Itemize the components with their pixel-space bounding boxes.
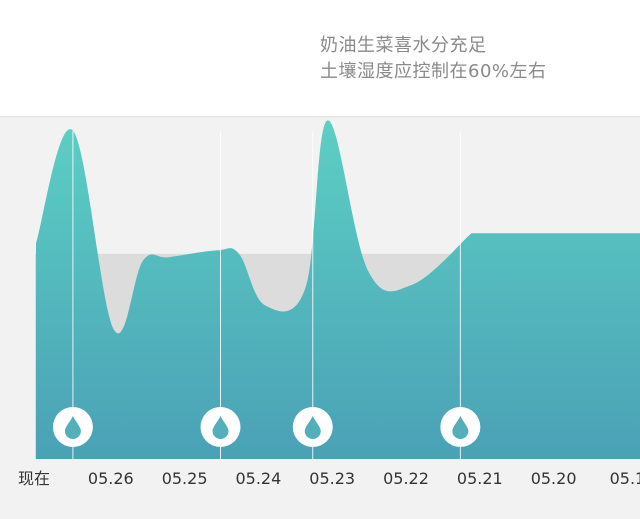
x-tick-label: 05.22 — [383, 469, 429, 488]
status-line-2: 土壤湿度应控制在60%左右 — [320, 61, 547, 82]
water-drop-icon[interactable] — [200, 407, 241, 447]
x-tick-label: 05.1 — [610, 469, 640, 488]
x-tick-label: 现在 — [18, 469, 50, 488]
x-tick-label: 05.25 — [162, 469, 208, 488]
x-tick-label: 05.24 — [235, 469, 281, 488]
water-drop-icon[interactable] — [292, 407, 333, 447]
x-tick-label: 05.21 — [457, 469, 503, 488]
water-drop-icon[interactable] — [440, 407, 481, 447]
x-tick-label: 05.26 — [88, 469, 134, 488]
status-line-1: 奶油生菜喜水分充足 — [320, 35, 487, 56]
moisture-chart: 现在 05.26 05.25 05.24 05.23 05.22 05.21 05.20 05.… — [18, 120, 640, 488]
header: 奶油生菜喜水分充足 土壤湿度应控制在60%左右 — [0, 0, 640, 117]
moisture-area — [36, 120, 640, 459]
water-drop-icon[interactable] — [52, 407, 93, 447]
x-tick-label: 05.23 — [309, 469, 355, 488]
x-tick-label: 05.20 — [531, 469, 577, 488]
